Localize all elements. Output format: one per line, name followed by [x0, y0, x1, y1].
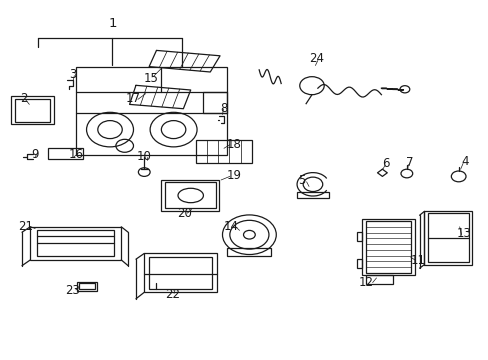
Bar — [424, 211, 471, 265]
Text: 10: 10 — [137, 150, 151, 163]
Bar — [203, 92, 227, 113]
Bar — [149, 257, 211, 289]
Bar — [356, 259, 361, 268]
Text: 23: 23 — [65, 284, 80, 297]
Bar — [144, 253, 216, 292]
Bar — [76, 67, 227, 155]
Text: 1: 1 — [108, 17, 117, 30]
Text: 7: 7 — [405, 156, 413, 169]
Text: 4: 4 — [461, 156, 468, 168]
Bar — [48, 148, 83, 159]
Text: 6: 6 — [382, 157, 389, 170]
Text: 5: 5 — [298, 174, 305, 187]
Text: 15: 15 — [144, 72, 159, 85]
Text: 16: 16 — [68, 148, 83, 161]
Text: 14: 14 — [223, 220, 238, 233]
Text: 11: 11 — [410, 254, 425, 267]
Text: 9: 9 — [31, 148, 39, 161]
Bar — [11, 96, 54, 124]
Bar — [77, 282, 97, 291]
Bar — [365, 275, 392, 284]
Text: 3: 3 — [68, 68, 76, 81]
Bar — [297, 192, 328, 198]
Bar — [79, 283, 95, 289]
Bar — [30, 227, 121, 260]
Bar — [365, 221, 410, 273]
Bar — [15, 99, 50, 122]
Text: 18: 18 — [226, 138, 241, 150]
Text: 22: 22 — [164, 288, 179, 301]
Text: 13: 13 — [456, 227, 471, 240]
Text: 19: 19 — [226, 169, 241, 182]
Bar — [37, 230, 114, 256]
Bar — [361, 219, 414, 275]
Text: 20: 20 — [177, 207, 192, 220]
Bar — [195, 140, 251, 163]
Text: 2: 2 — [20, 93, 27, 105]
Text: 21: 21 — [18, 220, 33, 233]
Text: 8: 8 — [220, 102, 227, 114]
Bar — [161, 180, 219, 211]
Bar — [164, 182, 215, 208]
Text: 24: 24 — [309, 52, 324, 65]
Text: 17: 17 — [125, 93, 140, 105]
Text: 12: 12 — [358, 276, 372, 289]
Bar — [356, 232, 361, 241]
Bar — [227, 248, 271, 256]
Bar — [427, 213, 468, 262]
